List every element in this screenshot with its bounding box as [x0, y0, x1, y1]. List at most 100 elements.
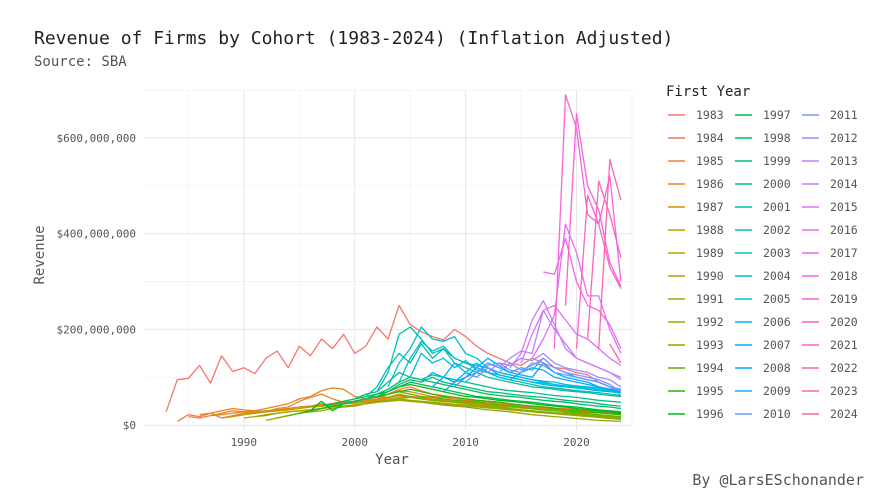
legend-label: 1999 [763, 154, 791, 168]
series-line-1992 [265, 398, 621, 423]
series-line-2010 [465, 362, 622, 392]
series-line-2015 [520, 304, 622, 366]
legend-item-1991: 1991 [668, 292, 724, 306]
legend-item-1998: 1998 [735, 131, 791, 145]
legend-item-2007: 2007 [735, 338, 791, 352]
series-line-1998 [332, 376, 621, 410]
legend-item-2001: 2001 [735, 200, 791, 214]
legend-label: 1993 [696, 338, 724, 352]
legend-item-1989: 1989 [668, 246, 724, 260]
series-line-2019 [564, 113, 622, 306]
legend-label: 2005 [763, 292, 791, 306]
legend-label: 1988 [696, 223, 724, 237]
legend-item-1997: 1997 [735, 108, 791, 122]
legend-item-2014: 2014 [802, 177, 858, 191]
legend-label: 2021 [830, 338, 858, 352]
legend-item-2004: 2004 [735, 269, 791, 283]
x-tick-label: 2010 [452, 436, 479, 449]
series-line-2023 [609, 343, 622, 364]
legend-label: 2017 [830, 246, 858, 260]
legend-item-2000: 2000 [735, 177, 791, 191]
legend-item-2018: 2018 [802, 269, 858, 283]
legend-label: 2013 [830, 154, 858, 168]
y-tick-label: $600,000,000 [57, 132, 136, 145]
legend-label: 1986 [696, 177, 724, 191]
legend-label: 1994 [696, 361, 724, 375]
legend-label: 1996 [696, 407, 724, 421]
y-tick-label: $400,000,000 [57, 228, 136, 241]
legend-item-1999: 1999 [735, 154, 791, 168]
legend-item-2010: 2010 [735, 407, 791, 421]
series-line-1999 [343, 376, 621, 407]
chart-caption: By @LarsESchonander [692, 471, 864, 489]
y-tick-label: $200,000,000 [57, 323, 136, 336]
legend-label: 2006 [763, 315, 791, 329]
y-axis-title: Revenue [32, 225, 48, 284]
legend-item-2008: 2008 [735, 361, 791, 375]
legend-item-1994: 1994 [668, 361, 724, 375]
legend-item-2021: 2021 [802, 338, 858, 352]
series-line-1997 [321, 381, 621, 413]
legend-label: 2022 [830, 361, 858, 375]
legend-label: 2016 [830, 223, 858, 237]
legend-label: 1987 [696, 200, 724, 214]
legend-item-1983: 1983 [668, 108, 724, 122]
series-line-2007 [431, 362, 622, 393]
legend-label: 1984 [696, 131, 724, 145]
legend-label: 2002 [763, 223, 791, 237]
legend-label: 2014 [830, 177, 858, 191]
legend-label: 2015 [830, 200, 858, 214]
legend-item-2006: 2006 [735, 315, 791, 329]
legend-label: 2018 [830, 269, 858, 283]
legend-label: 1995 [696, 384, 724, 398]
series-line-2014 [509, 300, 622, 378]
legend-label: 2004 [763, 269, 791, 283]
legend-label: 1997 [763, 108, 791, 122]
series-line-2018 [553, 94, 622, 349]
legend-item-1987: 1987 [668, 200, 724, 214]
legend-label: 2007 [763, 338, 791, 352]
x-tick-label: 2000 [341, 436, 368, 449]
series-line-2021 [586, 180, 622, 340]
legend: 1983 1984 1985 1986 1987 1988 1989 1990 1991 1992… [668, 108, 858, 421]
legend-title: First Year [666, 84, 750, 100]
legend-label: 1985 [696, 154, 724, 168]
legend-label: 1992 [696, 315, 724, 329]
legend-item-1995: 1995 [668, 384, 724, 398]
series-line-2012 [487, 352, 622, 388]
chart-subtitle: Source: SBA [34, 54, 127, 70]
series-line-2008 [443, 357, 622, 393]
series-line-2011 [476, 357, 622, 393]
legend-label: 2008 [763, 361, 791, 375]
y-tick-label: $0 [123, 419, 136, 432]
legend-label: 1990 [696, 269, 724, 283]
legend-item-1986: 1986 [668, 177, 724, 191]
chart-title: Revenue of Firms by Cohort (1983-2024) (… [34, 28, 674, 49]
legend-label: 1998 [763, 131, 791, 145]
legend-item-2009: 2009 [735, 384, 791, 398]
series-line-2000 [354, 371, 621, 403]
legend-item-1988: 1988 [668, 223, 724, 237]
legend-item-2011: 2011 [802, 108, 858, 122]
legend-item-2023: 2023 [802, 384, 858, 398]
legend-item-2012: 2012 [802, 131, 858, 145]
x-tick-label: 2020 [563, 436, 590, 449]
legend-label: 1983 [696, 108, 724, 122]
legend-item-1984: 1984 [668, 131, 724, 145]
legend-item-2002: 2002 [735, 223, 791, 237]
legend-label: 2003 [763, 246, 791, 260]
legend-label: 2023 [830, 384, 858, 398]
legend-item-2022: 2022 [802, 361, 858, 375]
legend-label: 2024 [830, 407, 858, 421]
legend-item-2003: 2003 [735, 246, 791, 260]
legend-label: 2009 [763, 384, 791, 398]
legend-label: 2020 [830, 315, 858, 329]
legend-label: 2019 [830, 292, 858, 306]
legend-item-2016: 2016 [802, 223, 858, 237]
legend-label: 2000 [763, 177, 791, 191]
series-line-2004 [398, 340, 621, 392]
legend-item-2015: 2015 [802, 200, 858, 214]
legend-item-2013: 2013 [802, 154, 858, 168]
legend-item-2020: 2020 [802, 315, 858, 329]
